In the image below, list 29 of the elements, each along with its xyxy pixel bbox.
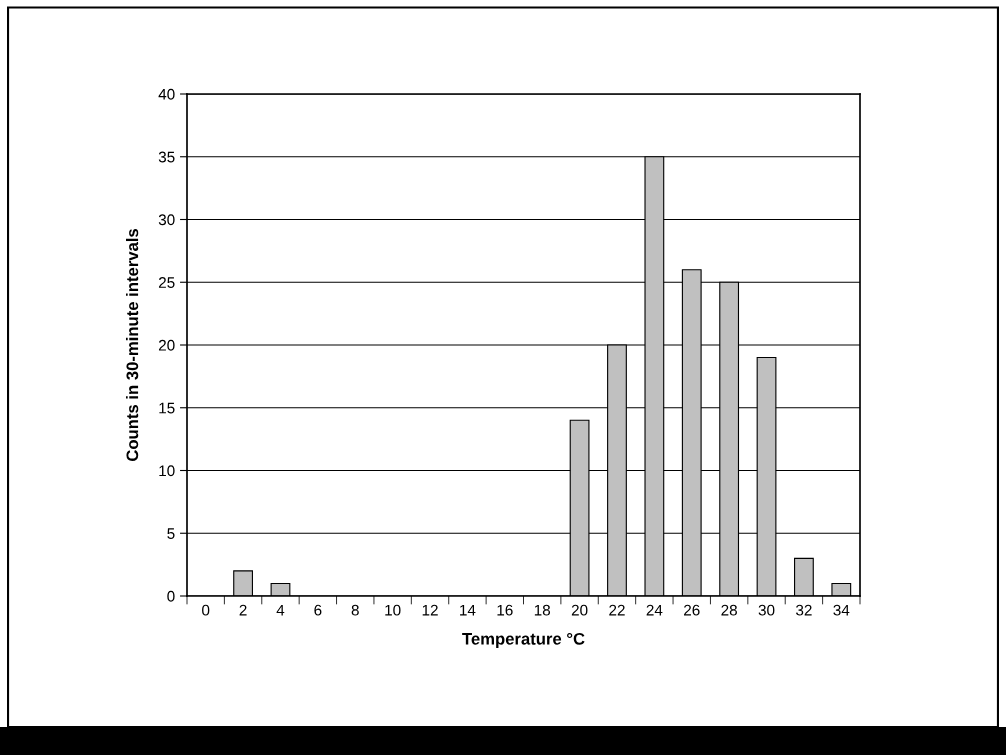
x-tick-label: 10 <box>385 604 401 616</box>
x-tick-label: 28 <box>721 604 737 616</box>
y-tick-label: 40 <box>158 88 175 100</box>
y-axis-title: Counts in 30-minute intervals <box>126 228 139 461</box>
y-tick-label: 30 <box>158 214 175 226</box>
x-tick-label: 2 <box>239 604 247 616</box>
x-tick-label: 12 <box>422 604 438 616</box>
x-tick-label: 24 <box>646 604 663 616</box>
y-tick-label: 15 <box>159 402 175 414</box>
x-tick-label: 22 <box>609 604 625 616</box>
x-tick-label: 16 <box>497 604 513 616</box>
x-tick-label: 14 <box>460 604 476 616</box>
x-tick-label: 20 <box>571 604 588 616</box>
y-tick-label: 0 <box>167 590 175 602</box>
y-tick-label: 25 <box>158 277 175 288</box>
y-tick-label: 5 <box>167 528 175 539</box>
x-tick-label: 32 <box>796 604 812 616</box>
x-tick-label: 34 <box>833 604 850 616</box>
x-tick-label: 4 <box>276 604 285 616</box>
x-tick-label: 30 <box>758 604 775 616</box>
x-tick-label: 18 <box>534 604 551 616</box>
y-tick-label: 20 <box>158 339 175 351</box>
y-tick-label: 35 <box>158 151 175 163</box>
x-tick-label: 26 <box>684 604 700 616</box>
x-tick-label: 0 <box>202 604 210 616</box>
x-tick-label: 8 <box>351 604 359 616</box>
x-axis-title: Temperature °C <box>462 632 585 648</box>
x-tick-label: 6 <box>314 604 322 616</box>
y-tick-label: 10 <box>159 465 175 477</box>
